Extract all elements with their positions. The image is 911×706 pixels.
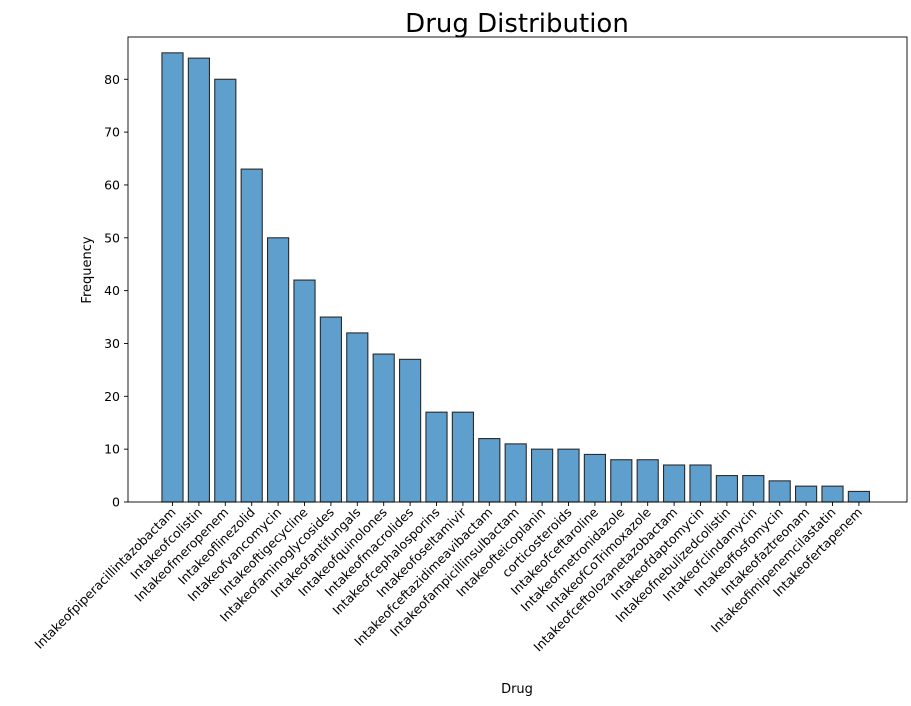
bar-1 [161,52,184,503]
bar-25 [794,485,818,503]
y-tick-label: 30 [104,336,120,351]
x-axis-title: Drug [501,682,533,697]
bars-group [161,52,870,503]
bar-7 [319,316,343,503]
bar-14 [504,443,527,503]
bar-2 [187,57,211,503]
bar-15 [530,448,554,503]
bar-9 [372,353,395,503]
bar-21 [689,464,712,503]
bar-12 [451,411,475,503]
y-tick-label: 40 [104,283,120,298]
bar-24 [768,480,791,503]
y-axis-title: Frequency [80,236,95,303]
bar-17 [583,453,606,503]
plot-frame [127,36,908,503]
bar-26 [821,485,844,503]
y-tick-label: 10 [104,442,120,457]
y-tick-label: 20 [104,389,120,404]
x-axis-ticks: IntakeofpiperacillintazobactamIntakeofco… [31,502,865,654]
bar-11 [425,411,448,503]
bar-19 [636,459,659,503]
bar-20 [662,464,686,503]
bar-18 [610,459,633,503]
bar-5 [266,237,290,503]
y-tick-label: 50 [104,230,120,245]
bar-8 [346,332,369,503]
bar-6 [293,279,316,503]
bar-22 [715,475,738,503]
bar-23 [742,475,765,503]
bar-16 [557,448,580,503]
bar-13 [478,438,501,503]
y-tick-label: 60 [104,177,120,192]
y-tick-label: 0 [112,495,120,510]
y-axis-ticks: 0 10 20 30 40 50 60 70 80 [104,72,128,510]
bar-4 [240,168,263,503]
bar-10 [398,358,422,503]
chart-title: Drug Distribution [405,9,629,39]
y-tick-label: 70 [104,125,120,140]
y-tick-label: 80 [104,72,120,87]
bar-3 [214,78,237,503]
bar-27 [847,490,870,503]
